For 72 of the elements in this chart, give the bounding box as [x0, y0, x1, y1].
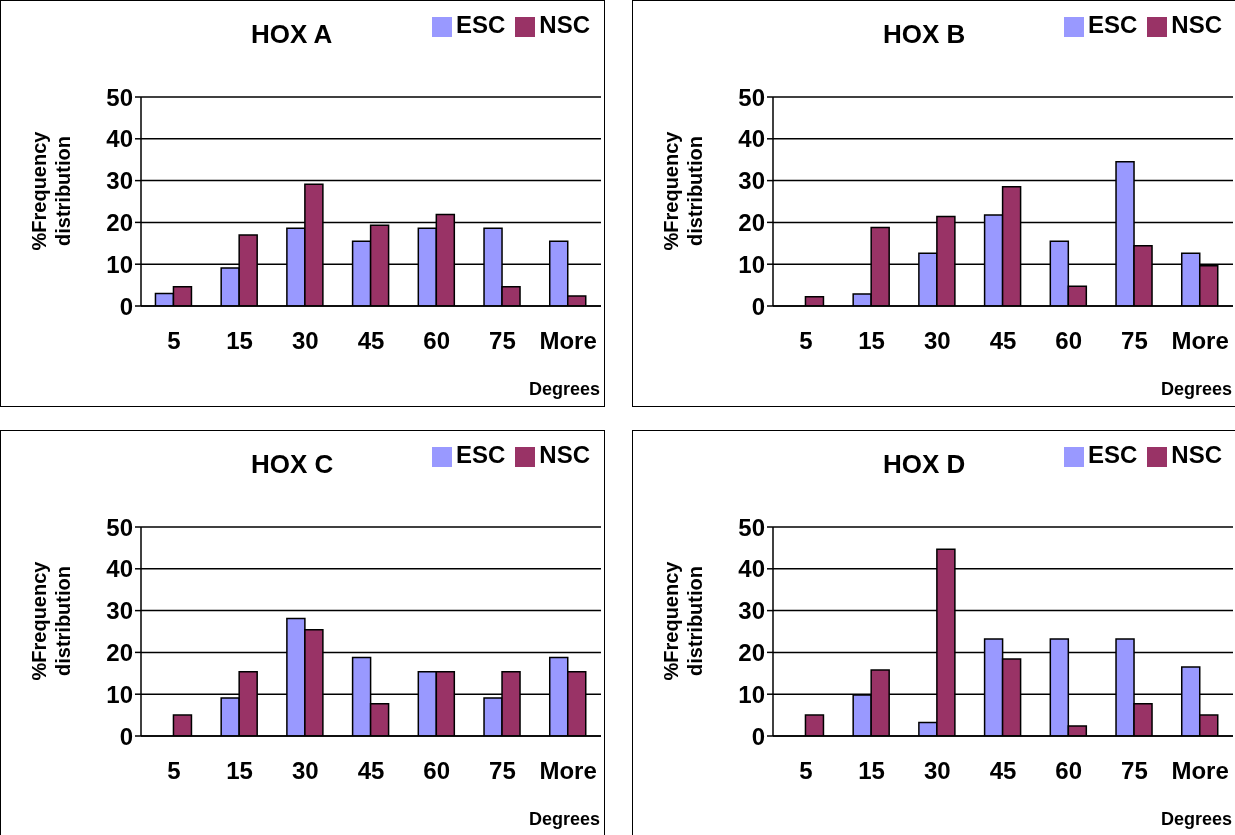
legend-label: ESC [455, 441, 506, 468]
legend-label: ESC [1087, 441, 1138, 468]
x-tick-label: 45 [357, 327, 385, 355]
x-tick-label: 5 [167, 327, 181, 355]
x-tick-label: 15 [858, 757, 885, 785]
y-tick-label: 10 [106, 250, 133, 278]
x-tick-label: 45 [989, 757, 1017, 785]
y-tick-label: 0 [119, 722, 133, 750]
x-axis-title: Degrees [528, 809, 600, 830]
y-axis-title: %Frequency distribution [27, 560, 75, 683]
x-tick-label: 5 [167, 757, 181, 785]
x-tick-label: 30 [291, 327, 319, 355]
x-tick-label: 60 [423, 327, 451, 355]
y-tick-label: 30 [106, 597, 133, 625]
y-tick-label: 0 [751, 292, 765, 320]
x-tick-label: 30 [923, 757, 951, 785]
x-tick-label: 60 [1055, 757, 1083, 785]
x-tick-label: 5 [799, 327, 813, 355]
x-tick-label: 60 [423, 757, 451, 785]
x-tick-label: 75 [489, 327, 516, 355]
y-tick-label: 10 [106, 680, 133, 708]
y-tick-label: 50 [738, 513, 765, 541]
y-tick-label: 30 [738, 167, 765, 195]
x-tick-label: 45 [989, 327, 1017, 355]
y-tick-label: 10 [738, 250, 765, 278]
x-axis-title: Degrees [1160, 809, 1232, 830]
y-tick-label: 0 [751, 722, 765, 750]
legend-label: NSC [1171, 11, 1222, 38]
x-axis-title: Degrees [1160, 379, 1232, 400]
x-tick-label: 45 [357, 757, 385, 785]
x-tick-label: More [539, 757, 597, 785]
y-tick-label: 40 [738, 125, 765, 153]
x-tick-label: 75 [1121, 757, 1148, 785]
legend-label: NSC [1171, 441, 1222, 468]
x-tick-label: 15 [226, 327, 253, 355]
y-axis-title: %Frequency distribution [27, 130, 75, 253]
x-tick-label: 60 [1055, 327, 1083, 355]
y-tick-label: 50 [738, 83, 765, 111]
x-axis-title: Degrees [528, 379, 600, 400]
x-tick-label: 15 [226, 757, 253, 785]
x-tick-label: 75 [1121, 327, 1148, 355]
y-tick-label: 20 [738, 638, 765, 666]
x-tick-label: 75 [489, 757, 516, 785]
legend-label: ESC [455, 11, 506, 38]
x-tick-label: 15 [858, 327, 885, 355]
x-tick-label: 30 [923, 327, 951, 355]
x-tick-label: 30 [291, 757, 319, 785]
chart-title: HOX B [883, 19, 966, 50]
y-tick-label: 40 [738, 555, 765, 583]
y-tick-label: 30 [106, 167, 133, 195]
x-tick-label: More [1171, 327, 1229, 355]
y-axis-title: %Frequency distribution [659, 560, 707, 683]
x-tick-label: 5 [799, 757, 813, 785]
legend-label: NSC [539, 11, 590, 38]
y-axis-title: %Frequency distribution [659, 130, 707, 253]
chart-title: HOX C [251, 449, 334, 480]
y-tick-label: 40 [106, 555, 133, 583]
y-tick-label: 10 [738, 680, 765, 708]
y-tick-label: 30 [738, 597, 765, 625]
y-tick-label: 20 [106, 638, 133, 666]
y-tick-label: 50 [106, 513, 133, 541]
chart-title: HOX D [883, 449, 966, 480]
y-tick-label: 50 [106, 83, 133, 111]
y-tick-label: 20 [106, 208, 133, 236]
y-tick-label: 40 [106, 125, 133, 153]
y-tick-label: 0 [119, 292, 133, 320]
x-tick-label: More [539, 327, 597, 355]
legend-label: NSC [539, 441, 590, 468]
chart-title: HOX A [251, 19, 333, 50]
x-tick-label: More [1171, 757, 1229, 785]
y-tick-label: 20 [738, 208, 765, 236]
legend-label: ESC [1087, 11, 1138, 38]
